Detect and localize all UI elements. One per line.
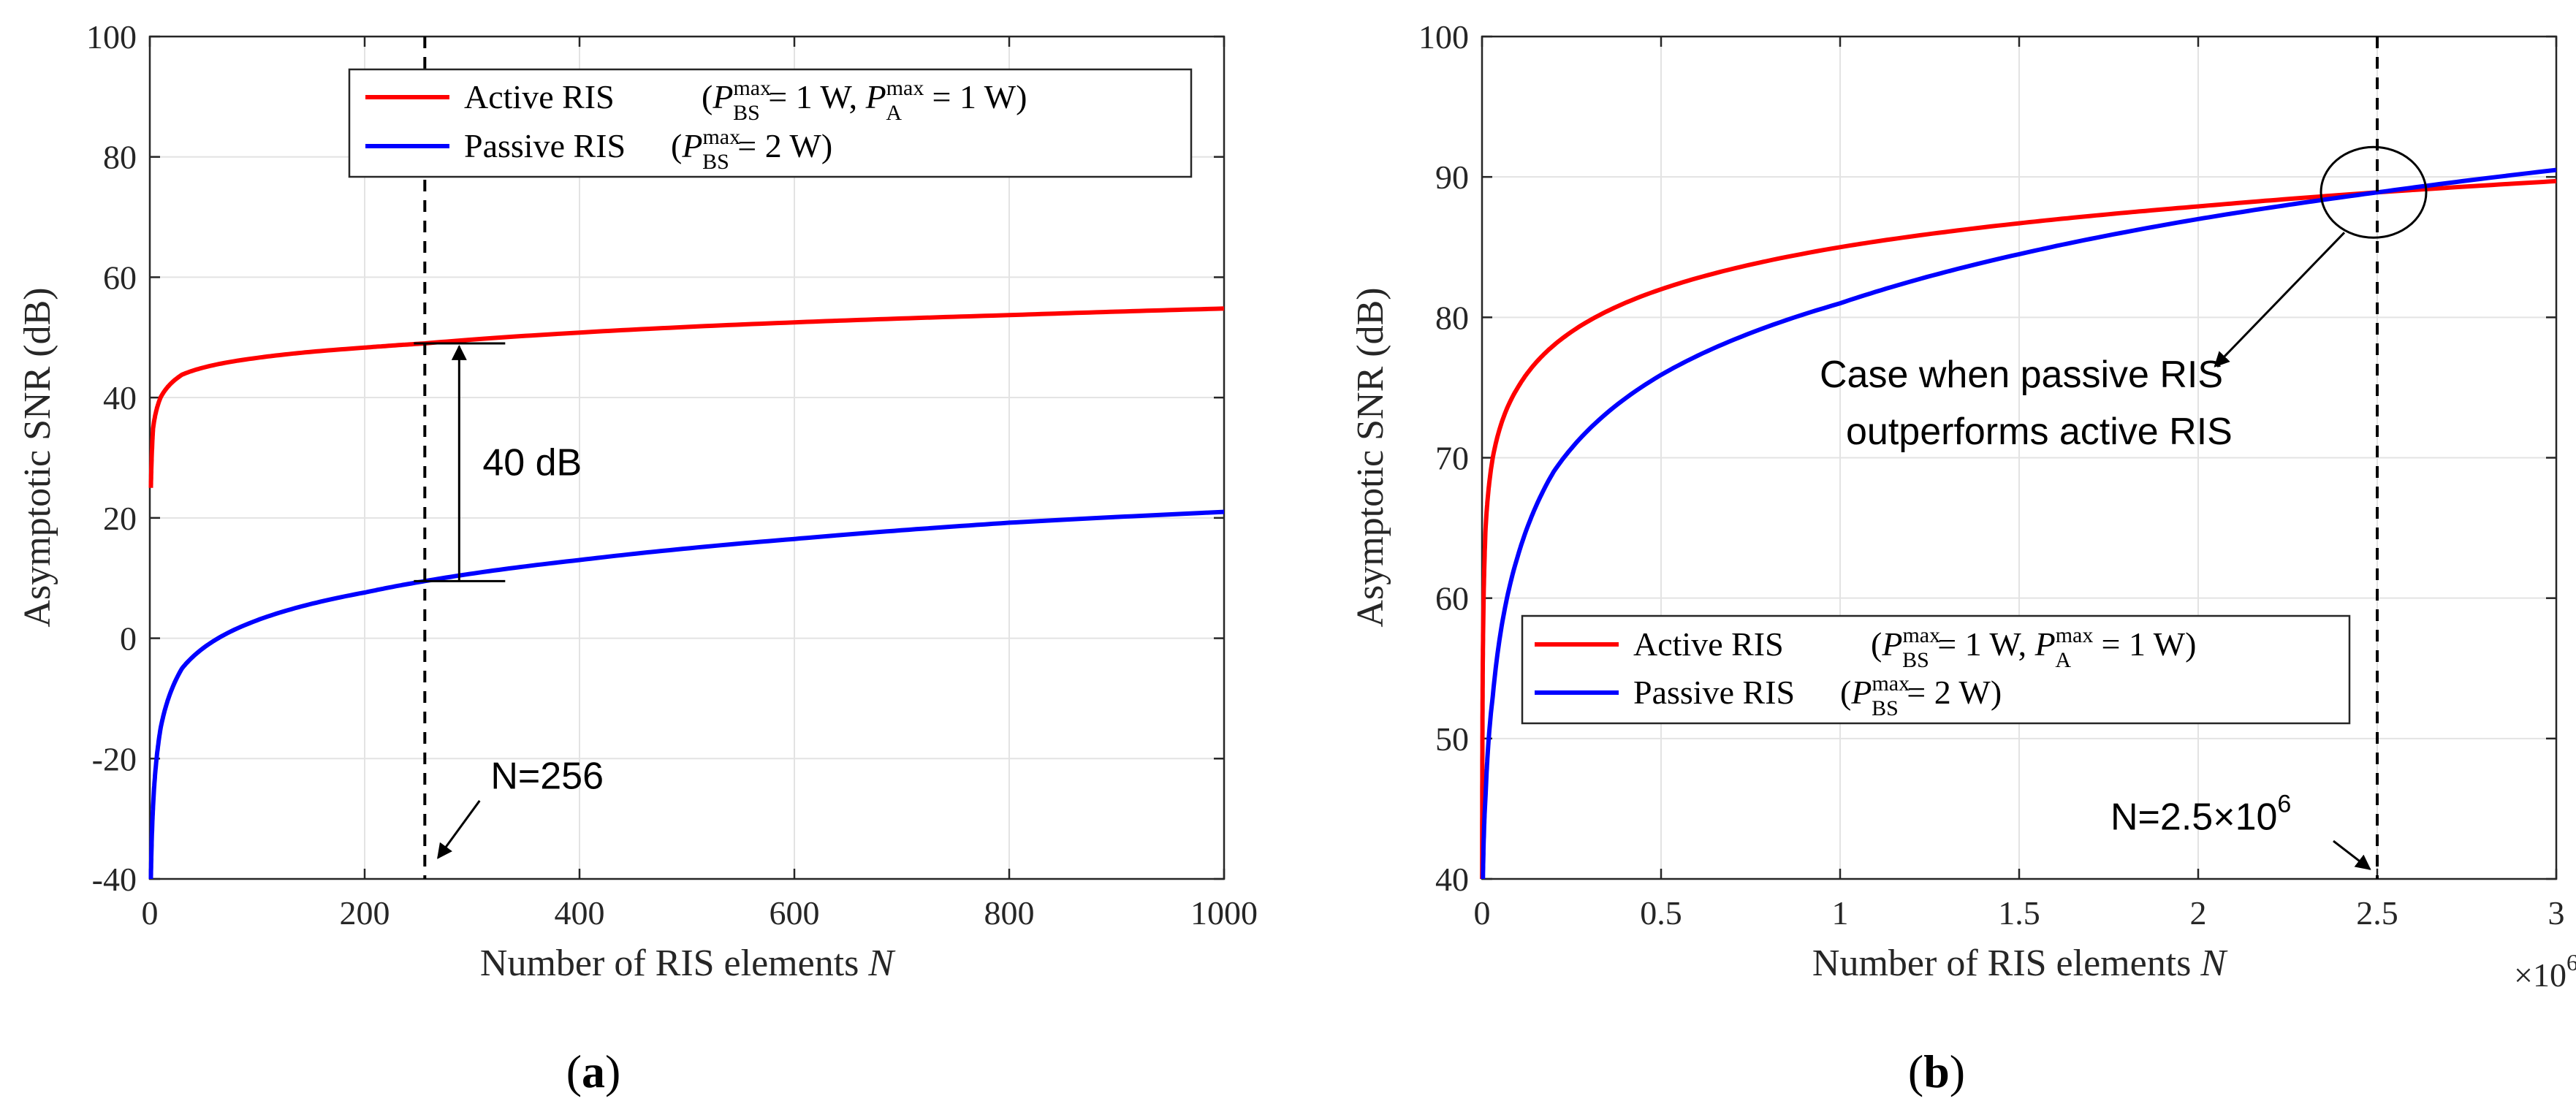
y-tick-label: 100 (1418, 18, 1469, 56)
legend-b: Active RIS (Pmax BS = 1 W, Pmax A = 1 W) P… (1521, 614, 2351, 725)
series-line-passive-ris (148, 509, 1225, 879)
y-tick-label: 0 (120, 620, 137, 658)
x-tick-label: 600 (770, 894, 820, 932)
series-line-passive-ris (1481, 167, 2557, 880)
y-tick-label: 80 (1435, 299, 1469, 336)
crossover-label-line-1: Case when passive RIS (1820, 354, 2223, 396)
caption-a: (a) (566, 1046, 621, 1097)
caption-b: (b) (1908, 1046, 1965, 1097)
x-tick-label: 200 (340, 894, 390, 932)
chart-panel-a: 0 200 400 600 800 1000 -40 -20 0 20 40 60 80 100 40 … (17, 18, 1258, 1097)
series-a (148, 306, 1225, 879)
y-tick-label: 40 (1435, 861, 1469, 898)
chart-panel-b: 0 0.5 1 1.5 2 2.5 3 40 50 60 70 80 90 100 Case when … (1350, 18, 2576, 1097)
y-tick-label: 40 (103, 379, 137, 416)
legend-label-passive-b: Passive RIS (1633, 674, 1795, 711)
y-tick-label: 20 (103, 500, 137, 537)
series-line-active-ris (148, 306, 1225, 488)
y-tick-label: 60 (103, 259, 137, 296)
legend-box-b (1521, 614, 2351, 725)
x-ticks-b: 0 0.5 1 1.5 2 2.5 3 (1474, 37, 2565, 932)
y-tick-label: 60 (1435, 580, 1469, 617)
x-tick-label: 3 (2548, 894, 2565, 932)
crossover-label-line-2: outperforms active RIS (1846, 411, 2233, 453)
n-arrow-b (2333, 839, 2371, 870)
gap-arrow-a (414, 342, 506, 582)
y-tick-label: -20 (92, 740, 137, 777)
y-tick-label: 50 (1435, 720, 1469, 758)
series-line-active-ris (1480, 178, 2557, 880)
grid-b (1482, 37, 2556, 879)
x-tick-label: 2 (2190, 894, 2207, 932)
x-axis-label-a: Number of RIS elements N (480, 942, 896, 984)
y-axis-label-b: Asymptotic SNR (dB) (1350, 287, 1391, 627)
crossover-arrow (2214, 232, 2346, 368)
x-ticks-a: 0 200 400 600 800 1000 (142, 37, 1258, 932)
x-axis-label-b: Number of RIS elements N (1812, 942, 2228, 984)
x-tick-label: 0.5 (1640, 894, 1682, 932)
n-label-b: N=2.5×106 (2110, 791, 2291, 839)
legend-a: Active RIS (Pmax BS = 1 W, Pmax A = 1 W) P… (348, 68, 1193, 178)
x-tick-label: 2.5 (2356, 894, 2398, 932)
y-tick-label: 90 (1435, 159, 1469, 196)
y-tick-label: 70 (1435, 440, 1469, 477)
x-tick-label: 800 (984, 894, 1035, 932)
n-arrow-a (437, 800, 481, 859)
y-tick-label: 80 (103, 139, 137, 176)
x-tick-label: 1 (1832, 894, 1849, 932)
legend-label-active-a: Active RIS (464, 78, 615, 115)
legend-label-active-b: Active RIS (1633, 625, 1784, 663)
x-tick-label: 400 (555, 894, 605, 932)
y-tick-label: 100 (86, 18, 137, 56)
gap-label: 40 dB (482, 442, 582, 484)
crossover-ellipse (2319, 145, 2428, 239)
x-tick-label: 0 (1474, 894, 1491, 932)
series-b (1480, 167, 2557, 880)
y-ticks-b: 40 50 60 70 80 90 100 (1418, 18, 2556, 898)
x-multiplier-b: ×106 (2514, 949, 2576, 994)
x-tick-label: 0 (142, 894, 159, 932)
y-ticks-a: -40 -20 0 20 40 60 80 100 (86, 18, 1224, 898)
legend-label-passive-a: Passive RIS (464, 127, 626, 164)
n-label-a: N=256 (490, 755, 604, 797)
y-tick-label: -40 (92, 861, 137, 898)
legend-box-a (348, 68, 1193, 178)
x-tick-label: 1.5 (1998, 894, 2040, 932)
y-axis-label-a: Asymptotic SNR (dB) (17, 287, 58, 627)
legend-param-active-a: (Pmax BS = 1 W, Pmax A = 1 W) (702, 76, 1027, 125)
x-tick-label: 1000 (1190, 894, 1258, 932)
